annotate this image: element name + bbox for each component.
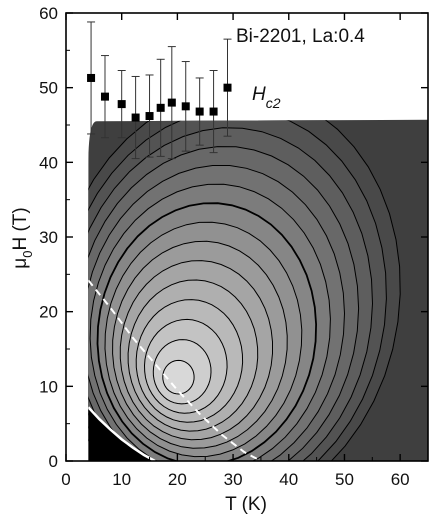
hc2-label: Hc2 xyxy=(252,84,281,111)
y-tick-label: 20 xyxy=(39,303,58,322)
y-tick-label: 60 xyxy=(39,4,58,23)
plot-area xyxy=(88,119,429,462)
y-axis-title: μ0H (T) xyxy=(10,207,35,268)
hc2-marker xyxy=(117,100,126,109)
x-tick-label: 0 xyxy=(61,470,70,489)
hc2-marker xyxy=(209,107,218,116)
hc2-point xyxy=(223,38,232,137)
y-axis-title-rest: H (T) xyxy=(10,207,31,250)
hc2-point xyxy=(131,75,140,160)
y-tick-label: 30 xyxy=(39,228,58,247)
contour-region xyxy=(88,119,429,462)
x-tick-label: 20 xyxy=(168,470,187,489)
x-tick-label: 40 xyxy=(279,470,298,489)
x-tick-label: 30 xyxy=(224,470,243,489)
hc2-marker xyxy=(145,112,154,121)
y-tick-label: 0 xyxy=(49,452,58,471)
x-tick-label: 60 xyxy=(391,470,410,489)
hc2-marker xyxy=(223,83,232,92)
x-tick-label: 50 xyxy=(335,470,354,489)
contour-band xyxy=(162,359,195,395)
x-axis-title: T (K) xyxy=(225,494,267,515)
axis-ticks: 0 10 20 30 40 50 60 0 10 20 30 40 50 60 xyxy=(39,4,428,489)
y-tick-label: 40 xyxy=(39,153,58,172)
y-axis-title-sub: 0 xyxy=(20,251,35,258)
hc2-point xyxy=(145,74,154,158)
hc2-marker xyxy=(195,107,204,116)
hc2-point xyxy=(117,69,126,139)
hc2-label-sub: c2 xyxy=(266,95,281,111)
y-axis-title-mu: μ xyxy=(10,258,31,269)
hc2-marker xyxy=(131,113,140,122)
hc2-marker xyxy=(156,103,165,112)
y-tick-label: 10 xyxy=(39,377,58,396)
hc2-marker xyxy=(167,98,176,107)
hc2-point xyxy=(209,69,218,154)
y-tick-label: 50 xyxy=(39,79,58,98)
hc2-label-main: H xyxy=(252,84,266,105)
hc2-point xyxy=(156,58,165,157)
annotation-label: Bi-2201, La:0.4 xyxy=(236,26,365,47)
hc2-marker xyxy=(87,73,96,82)
hc2-point xyxy=(100,55,109,139)
black-region xyxy=(88,407,156,461)
hc2-point xyxy=(181,61,190,152)
x-tick-label: 10 xyxy=(112,470,131,489)
hc2-marker xyxy=(100,92,109,101)
hc2-point xyxy=(167,46,176,160)
hc2-marker xyxy=(181,102,190,111)
hc2-point xyxy=(87,21,96,135)
white-solid-line xyxy=(88,406,156,462)
hc2-point xyxy=(195,77,204,146)
hc2-points xyxy=(87,21,232,160)
